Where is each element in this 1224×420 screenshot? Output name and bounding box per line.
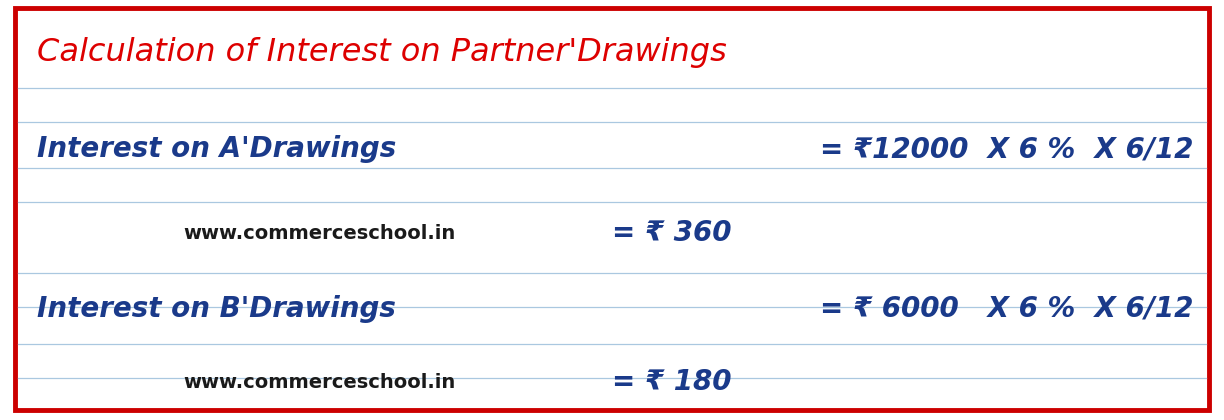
Text: = ₹ 360: = ₹ 360 <box>612 219 732 247</box>
Text: = ₹12000  X 6 %  X 6/12: = ₹12000 X 6 % X 6/12 <box>820 135 1193 163</box>
Text: = ₹ 6000   X 6 %  X 6/12: = ₹ 6000 X 6 % X 6/12 <box>820 295 1193 323</box>
FancyBboxPatch shape <box>15 8 1209 409</box>
Text: Interest on A'Drawings: Interest on A'Drawings <box>37 135 397 163</box>
Text: Interest on B'Drawings: Interest on B'Drawings <box>37 295 395 323</box>
Text: www.commerceschool.in: www.commerceschool.in <box>184 373 455 392</box>
Text: www.commerceschool.in: www.commerceschool.in <box>184 223 455 243</box>
Text: Calculation of Interest on Partner'Drawings: Calculation of Interest on Partner'Drawi… <box>37 37 727 68</box>
Text: = ₹ 180: = ₹ 180 <box>612 368 732 396</box>
